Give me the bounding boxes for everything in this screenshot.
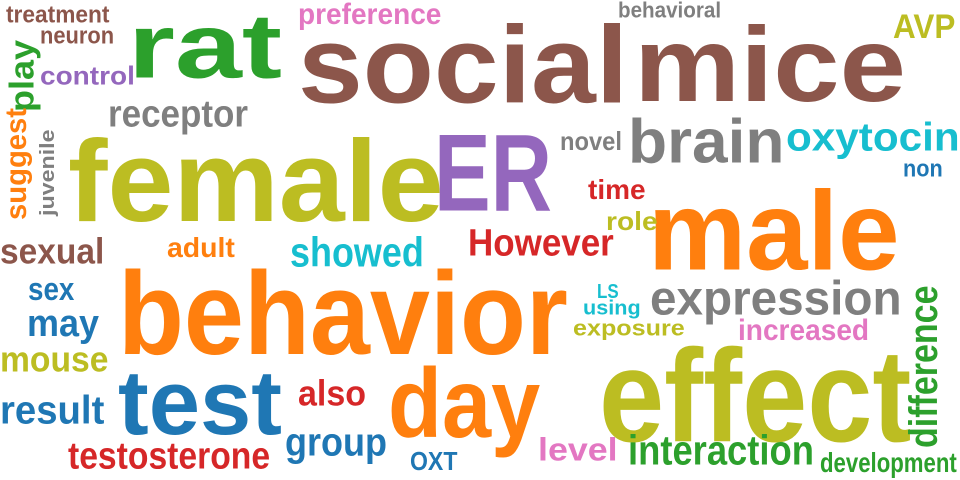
cloud-word-behavioral: behavioral [618, 0, 722, 23]
cloud-word-however: However [468, 222, 614, 264]
cloud-word-control: control [40, 61, 135, 90]
cloud-word-receptor: receptor [108, 93, 249, 135]
cloud-word-avp: AVP [893, 8, 956, 46]
cloud-word-also: also [298, 374, 367, 414]
cloud-word-mouse: mouse [0, 340, 109, 380]
cloud-word-day: day [388, 349, 541, 459]
cloud-word-oxt: OXT [410, 446, 458, 476]
cloud-word-expression: expression [650, 272, 902, 326]
cloud-word-suggest: suggest [0, 107, 33, 220]
cloud-word-rat: rat [128, 0, 283, 98]
cloud-word-adult: adult [167, 232, 235, 263]
cloud-word-role: role [606, 206, 658, 236]
cloud-word-exposure: exposure [573, 316, 685, 341]
cloud-word-may: may [27, 303, 100, 345]
cloud-word-using: using [583, 296, 641, 319]
cloud-word-level: level [538, 432, 618, 468]
cloud-word-result: result [0, 387, 105, 432]
cloud-word-test: test [118, 351, 282, 455]
cloud-word-increased: increased [738, 314, 870, 347]
cloud-word-development: development [820, 447, 957, 478]
cloud-word-social: social [298, 3, 629, 127]
cloud-word-play: play [4, 39, 42, 112]
cloud-word-oxytocin: oxytocin [786, 114, 960, 159]
cloud-word-preference: preference [298, 0, 442, 31]
cloud-word-time: time [588, 174, 646, 205]
cloud-word-non: non [903, 154, 943, 182]
cloud-word-group: group [285, 419, 387, 464]
cloud-word-sex: sex [28, 271, 75, 307]
cloud-word-ls: LS [597, 281, 619, 303]
cloud-word-showed: showed [290, 229, 424, 276]
cloud-word-interaction: interaction [628, 427, 814, 474]
cloud-word-er: ER [434, 111, 552, 235]
cloud-word-sexual: sexual [0, 232, 105, 272]
cloud-word-difference: difference [901, 285, 947, 449]
cloud-word-brain: brain [628, 106, 785, 176]
cloud-word-treatment: treatment [6, 0, 110, 28]
cloud-word-effect: effect [599, 321, 912, 470]
cloud-word-juvenile: juvenile [37, 129, 59, 216]
cloud-word-female: female [68, 116, 444, 247]
cloud-word-testosterone: testosterone [68, 435, 271, 477]
cloud-word-novel: novel [560, 126, 622, 156]
cloud-word-male: male [648, 168, 900, 294]
cloud-word-neuron: neuron [40, 21, 115, 49]
cloud-word-mice: mice [634, 5, 906, 125]
cloud-word-behavior: behavior [118, 246, 568, 380]
